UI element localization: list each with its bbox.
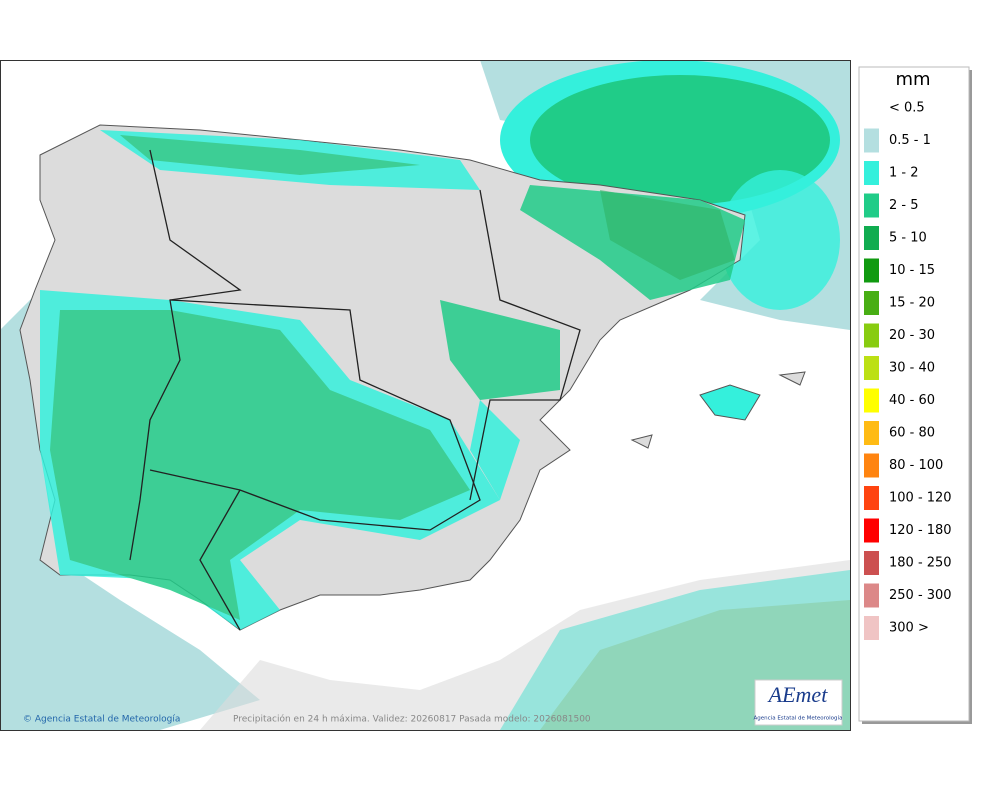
legend-swatch	[864, 616, 879, 640]
legend-label: 0.5 - 1	[889, 133, 931, 148]
legend-swatch	[864, 226, 879, 250]
legend-label: 60 - 80	[889, 426, 935, 441]
legend-items: < 0.5 0.5 - 1 1 - 2 2 - 5 5 - 10 10 - 15 15 - …	[864, 96, 952, 640]
map	[1, 61, 850, 730]
legend-label: 100 - 120	[889, 491, 952, 506]
logo-subtitle: Agencia Estatal de Meteorología	[754, 715, 843, 722]
legend-unit: mm	[895, 69, 930, 90]
legend-swatch	[864, 388, 879, 413]
legend-label: 120 - 180	[889, 523, 952, 538]
legend-swatch	[864, 193, 879, 218]
logo: AEmet	[767, 682, 829, 707]
copyright: © Agencia Estatal de Meteorología	[23, 715, 180, 725]
caption: Precipitación en 24 h máxima. Validez: 2…	[233, 714, 591, 725]
legend-swatch	[864, 323, 879, 348]
legend-swatch	[864, 583, 879, 608]
legend-label: 300 >	[889, 621, 929, 636]
legend-swatch	[864, 291, 879, 315]
legend-label: 1 - 2	[889, 166, 919, 181]
legend-swatch	[864, 128, 879, 153]
legend-label: 20 - 30	[889, 328, 935, 343]
legend-label: 80 - 100	[889, 458, 943, 473]
legend-label: 10 - 15	[889, 263, 935, 278]
legend-label: 250 - 300	[889, 588, 952, 603]
legend-label: 40 - 60	[889, 393, 935, 408]
legend-label: 180 - 250	[889, 556, 952, 571]
legend-swatch	[864, 258, 879, 283]
legend-label: 30 - 40	[889, 361, 935, 376]
legend-swatch	[864, 551, 879, 575]
logo-box	[754, 679, 843, 726]
legend-label: 5 - 10	[889, 231, 927, 246]
legend-label: 2 - 5	[889, 198, 919, 213]
legend-label: < 0.5	[889, 101, 925, 116]
legend-swatch	[864, 356, 879, 380]
legend-swatch	[864, 453, 879, 478]
legend-swatch	[864, 518, 879, 543]
legend-swatch	[864, 421, 879, 445]
legend-swatch	[864, 486, 879, 510]
legend-label: 15 - 20	[889, 296, 935, 311]
legend-swatch	[864, 96, 879, 120]
legend-swatch	[864, 161, 879, 185]
